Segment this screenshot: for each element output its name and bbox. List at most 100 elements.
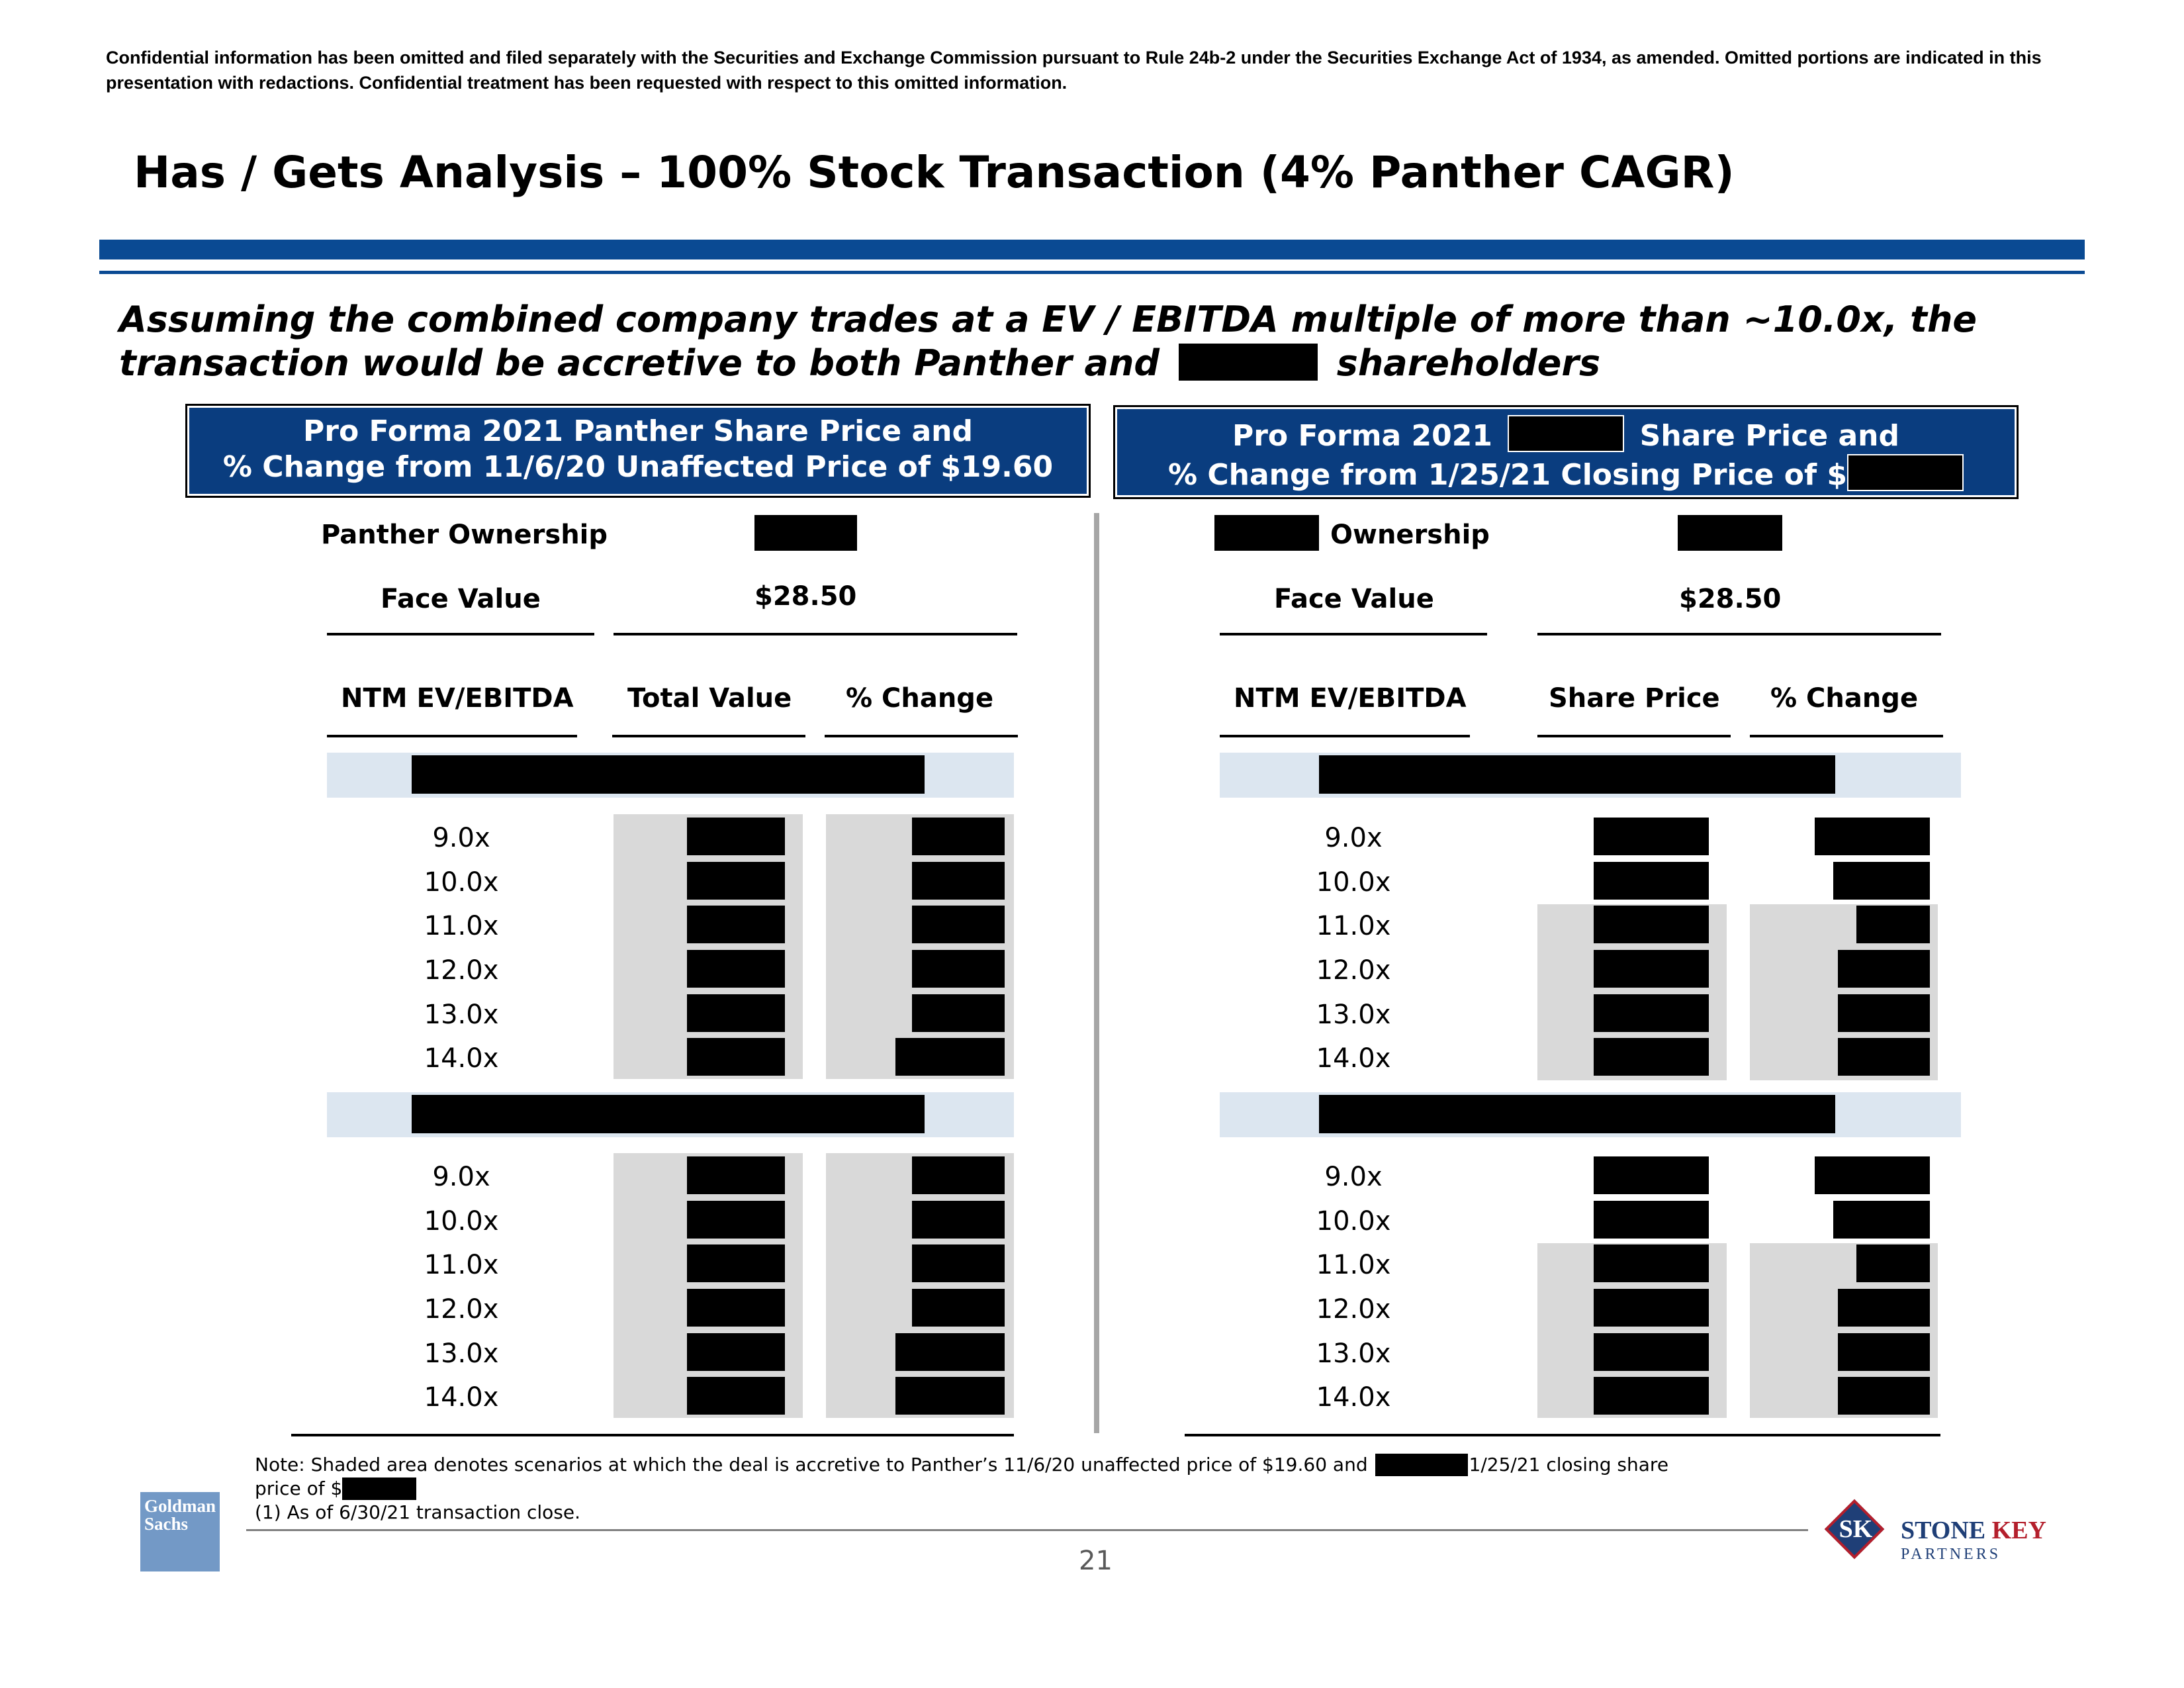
redaction <box>1319 1095 1835 1133</box>
multiple: 14.0x <box>424 1043 499 1074</box>
redaction <box>912 906 1005 943</box>
redaction <box>895 1038 1005 1076</box>
redaction <box>1594 862 1709 900</box>
right-face-value-label: Face Value <box>1274 584 1434 614</box>
multiple: 13.0x <box>424 1000 499 1030</box>
redaction <box>1838 1289 1930 1327</box>
redaction <box>687 862 785 900</box>
redaction <box>1815 818 1930 855</box>
redaction <box>1594 994 1709 1032</box>
redaction <box>1594 950 1709 988</box>
redaction <box>687 1289 785 1327</box>
redaction <box>912 1244 1005 1282</box>
right-ownership-label: Ownership <box>1330 520 1490 550</box>
redaction <box>912 862 1005 900</box>
redaction <box>895 1333 1005 1371</box>
redaction <box>1214 515 1319 551</box>
redaction <box>1594 1038 1709 1076</box>
right-header-line-2-text: % Change from 1/25/21 Closing Price of $ <box>1167 458 1848 492</box>
redaction <box>687 818 785 855</box>
redaction <box>912 994 1005 1032</box>
redaction <box>1838 994 1930 1032</box>
right-header-line-2: % Change from 1/25/21 Closing Price of $ <box>1115 454 2017 493</box>
divider <box>291 1434 1014 1436</box>
left-col-ntm: NTM EV/EBITDA <box>341 683 574 714</box>
title-rule-thick <box>99 240 2085 259</box>
redaction <box>1375 1454 1468 1476</box>
redaction <box>1678 515 1782 551</box>
left-face-value-label: Face Value <box>381 584 541 614</box>
redaction <box>687 950 785 988</box>
multiple: 9.0x <box>1324 1162 1383 1192</box>
right-header-line-1: Pro Forma 2021 Share Price and <box>1115 415 2017 454</box>
redaction <box>687 906 785 943</box>
left-header-line-2: % Change from 11/6/20 Unaffected Price o… <box>222 450 1054 484</box>
multiple: 10.0x <box>424 1206 499 1237</box>
multiple: 10.0x <box>1316 867 1391 898</box>
stone-key-logo-sub: PARTNERS <box>1901 1546 2001 1563</box>
multiple: 12.0x <box>1316 1294 1391 1325</box>
footnote: Note: Shaded area denotes scenarios at w… <box>255 1453 1777 1524</box>
column-separator <box>1094 513 1099 1433</box>
redaction <box>1847 454 1964 491</box>
subtitle-line-2-a: transaction would be accretive to both P… <box>119 342 1160 384</box>
multiple: 12.0x <box>424 955 499 986</box>
redaction <box>1838 1333 1930 1371</box>
multiple: 14.0x <box>1316 1043 1391 1074</box>
redaction <box>1594 1201 1709 1239</box>
logo-text: Sachs <box>144 1514 189 1534</box>
multiple: 10.0x <box>424 867 499 898</box>
footer-rule <box>246 1529 1808 1531</box>
multiple: 13.0x <box>424 1338 499 1369</box>
redaction <box>1178 344 1318 381</box>
multiple: 12.0x <box>424 1294 499 1325</box>
redaction <box>1838 1038 1930 1076</box>
footnote-line-1: Note: Shaded area denotes scenarios at w… <box>255 1453 1777 1477</box>
stone-key-logo-name: STONE KEY <box>1901 1516 2046 1545</box>
right-face-value: $28.50 <box>1679 584 1782 614</box>
divider <box>1220 633 1487 635</box>
confidential-notice: Confidential information has been omitte… <box>106 48 2042 93</box>
right-col-pct-change: % Change <box>1770 683 1919 714</box>
footnote-line-2: price of $ <box>255 1477 1777 1501</box>
accretive-shade <box>614 814 803 1079</box>
redaction <box>687 1201 785 1239</box>
redaction <box>1594 1377 1709 1415</box>
right-header-line-1-b: Share Price and <box>1639 419 1900 453</box>
stone-key-logo-letters: SK <box>1839 1515 1873 1543</box>
footnote-line-1-b: 1/25/21 closing share <box>1469 1454 1669 1476</box>
divider <box>327 633 594 635</box>
left-face-value: $28.50 <box>754 581 857 612</box>
divider <box>614 633 1017 635</box>
page-number: 21 <box>1079 1546 1113 1576</box>
redaction <box>912 1201 1005 1239</box>
left-ownership-label: Panther Ownership <box>321 520 608 550</box>
redaction <box>1594 1244 1709 1282</box>
logo-text: Goldman <box>144 1496 216 1516</box>
right-col-ntm: NTM EV/EBITDA <box>1234 683 1467 714</box>
divider <box>1537 633 1941 635</box>
multiple: 9.0x <box>1324 823 1383 853</box>
redaction <box>1594 1333 1709 1371</box>
redaction <box>1594 906 1709 943</box>
redaction <box>1838 950 1930 988</box>
redaction <box>687 994 785 1032</box>
logo-name-a: STONE <box>1901 1517 1986 1544</box>
goldman-sachs-logo: Goldman Sachs <box>140 1492 220 1571</box>
left-header-box: Pro Forma 2021 Panther Share Price and %… <box>185 404 1091 498</box>
redaction <box>1856 906 1930 943</box>
subtitle-line-2-b: shareholders <box>1336 342 1601 384</box>
footnote-line-1-a: Note: Shaded area denotes scenarios at w… <box>255 1454 1368 1476</box>
redaction <box>1856 1244 1930 1282</box>
redaction <box>687 1244 785 1282</box>
divider <box>1537 735 1731 737</box>
subtitle-line-1: Assuming the combined company trades at … <box>119 299 1978 340</box>
footnote-line-2-text: price of $ <box>255 1477 343 1499</box>
left-col-total-value: Total Value <box>627 683 792 714</box>
multiple: 9.0x <box>432 823 490 853</box>
redaction <box>412 1095 925 1133</box>
redaction <box>1508 415 1625 452</box>
accretive-shade <box>826 814 1014 1079</box>
redaction <box>1594 1289 1709 1327</box>
multiple: 13.0x <box>1316 1000 1391 1030</box>
